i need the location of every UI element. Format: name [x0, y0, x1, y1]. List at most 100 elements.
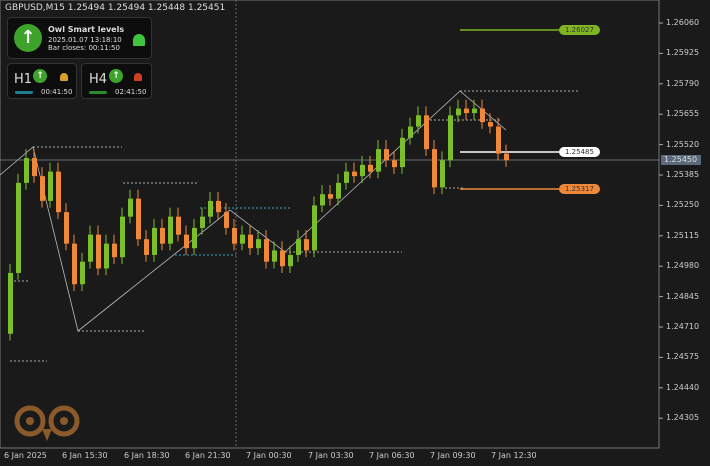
- candle-body: [56, 171, 61, 213]
- candle-body: [344, 171, 349, 183]
- candle-body: [496, 126, 501, 154]
- owl-logo: [14, 405, 80, 441]
- candle-body: [424, 115, 429, 150]
- symbol-title: GBPUSD,M15 1.25494 1.25494 1.25448 1.254…: [5, 3, 226, 13]
- price-tick: 1.24575: [666, 352, 700, 362]
- candle-body: [304, 239, 309, 251]
- price-tick: 1.25520: [666, 139, 700, 149]
- alarm-icon: [60, 73, 68, 81]
- owl-levels-panel: ↑ Owl Smart levels 2025.01.07 13:18:10 B…: [7, 17, 152, 59]
- alarm-icon: [133, 34, 145, 46]
- candle-body: [208, 200, 213, 217]
- candle-body: [64, 212, 69, 244]
- level-white-tag: 1.25485: [559, 147, 600, 157]
- candle-body: [104, 243, 109, 269]
- time-tick: 7 Jan 03:30: [308, 451, 354, 460]
- candle-body: [456, 108, 461, 116]
- candle-body: [136, 198, 141, 240]
- indicator-title: Owl Smart levels: [48, 25, 125, 34]
- price-tick: 1.24440: [666, 382, 700, 392]
- level-orange-tag: 1.25317: [559, 184, 600, 194]
- candle-body: [88, 234, 93, 262]
- candle-body: [408, 126, 413, 138]
- candle-body: [32, 158, 37, 177]
- arrow-up-icon: ↑: [33, 69, 47, 83]
- candle-body: [480, 108, 485, 123]
- bar-closes: Bar closes: 00:11:50: [48, 44, 120, 52]
- candle-body: [472, 108, 477, 114]
- candle-body: [224, 212, 229, 228]
- candle-body: [216, 200, 221, 213]
- price-tick: 1.25250: [666, 200, 700, 210]
- time-tick: 7 Jan 06:30: [369, 451, 415, 460]
- candle-body: [256, 239, 261, 249]
- time-tick: 7 Jan 00:30: [246, 451, 292, 460]
- candle-body: [416, 115, 421, 127]
- candle-body: [264, 239, 269, 262]
- candle-body: [448, 115, 453, 161]
- h4-label: H4: [89, 72, 108, 87]
- candle-body: [488, 122, 493, 127]
- candle-body: [464, 108, 469, 114]
- candle-body: [192, 227, 197, 249]
- indicator-datetime: 2025.01.07 13:18:10: [48, 36, 122, 44]
- price-tick: 1.24845: [666, 291, 700, 301]
- candle-body: [368, 164, 373, 172]
- candle-body: [160, 227, 165, 244]
- arrow-up-icon: ↑: [109, 69, 123, 83]
- candle-body: [40, 176, 45, 201]
- candle-body: [144, 239, 149, 255]
- candle-body: [72, 243, 77, 285]
- alarm-icon: [134, 73, 142, 81]
- h4-time: 02:41:50: [115, 88, 147, 96]
- h4-panel: H4 ↑ 02:41:50: [81, 63, 152, 99]
- candle-body: [128, 198, 133, 217]
- level-green-tag: 1.26027: [559, 25, 600, 35]
- candle-body: [8, 272, 13, 334]
- time-tick: 7 Jan 09:30: [430, 451, 476, 460]
- candle-body: [352, 171, 357, 177]
- candle-body: [432, 149, 437, 188]
- arrow-up-icon: ↑: [14, 24, 42, 52]
- candle-body: [176, 216, 181, 235]
- candle-body: [280, 250, 285, 267]
- h4-progress-bar: [89, 91, 107, 94]
- price-tick: 1.24305: [666, 413, 700, 423]
- candle-body: [504, 153, 509, 161]
- time-tick: 6 Jan 21:30: [185, 451, 231, 460]
- candle-body: [400, 137, 405, 168]
- time-tick: 6 Jan 2025: [4, 451, 47, 460]
- h1-time: 00:41:50: [41, 88, 73, 96]
- candle-body: [120, 216, 125, 258]
- candle-body: [296, 239, 301, 255]
- price-tick: 1.25385: [666, 170, 700, 179]
- h1-progress-bar: [15, 91, 33, 94]
- candle-body: [24, 158, 29, 183]
- candle-body: [96, 234, 101, 269]
- candle-body: [288, 254, 293, 267]
- candle-body: [312, 205, 317, 251]
- candle-body: [232, 227, 237, 244]
- candle-body: [376, 149, 381, 172]
- price-tick: 1.24710: [666, 322, 700, 331]
- candle-body: [240, 234, 245, 244]
- h1-label: H1: [14, 72, 33, 87]
- price-tick: 1.25115: [666, 230, 700, 240]
- candle-body: [48, 171, 53, 201]
- candle-body: [440, 160, 445, 188]
- candle-body: [200, 216, 205, 228]
- candle-body: [80, 261, 85, 285]
- candle-body: [320, 194, 325, 206]
- price-tick: 1.25655: [666, 109, 700, 119]
- candle-body: [272, 250, 277, 262]
- candle-body: [360, 164, 365, 177]
- candle-body: [336, 182, 341, 199]
- candle-body: [16, 182, 21, 273]
- current-price-label: 1.25450: [661, 155, 701, 165]
- candle-body: [152, 227, 157, 255]
- price-tick: 1.26060: [666, 18, 700, 27]
- candle-body: [392, 160, 397, 168]
- h1-panel: H1 ↑ 00:41:50: [7, 63, 77, 99]
- candle-body: [328, 194, 333, 199]
